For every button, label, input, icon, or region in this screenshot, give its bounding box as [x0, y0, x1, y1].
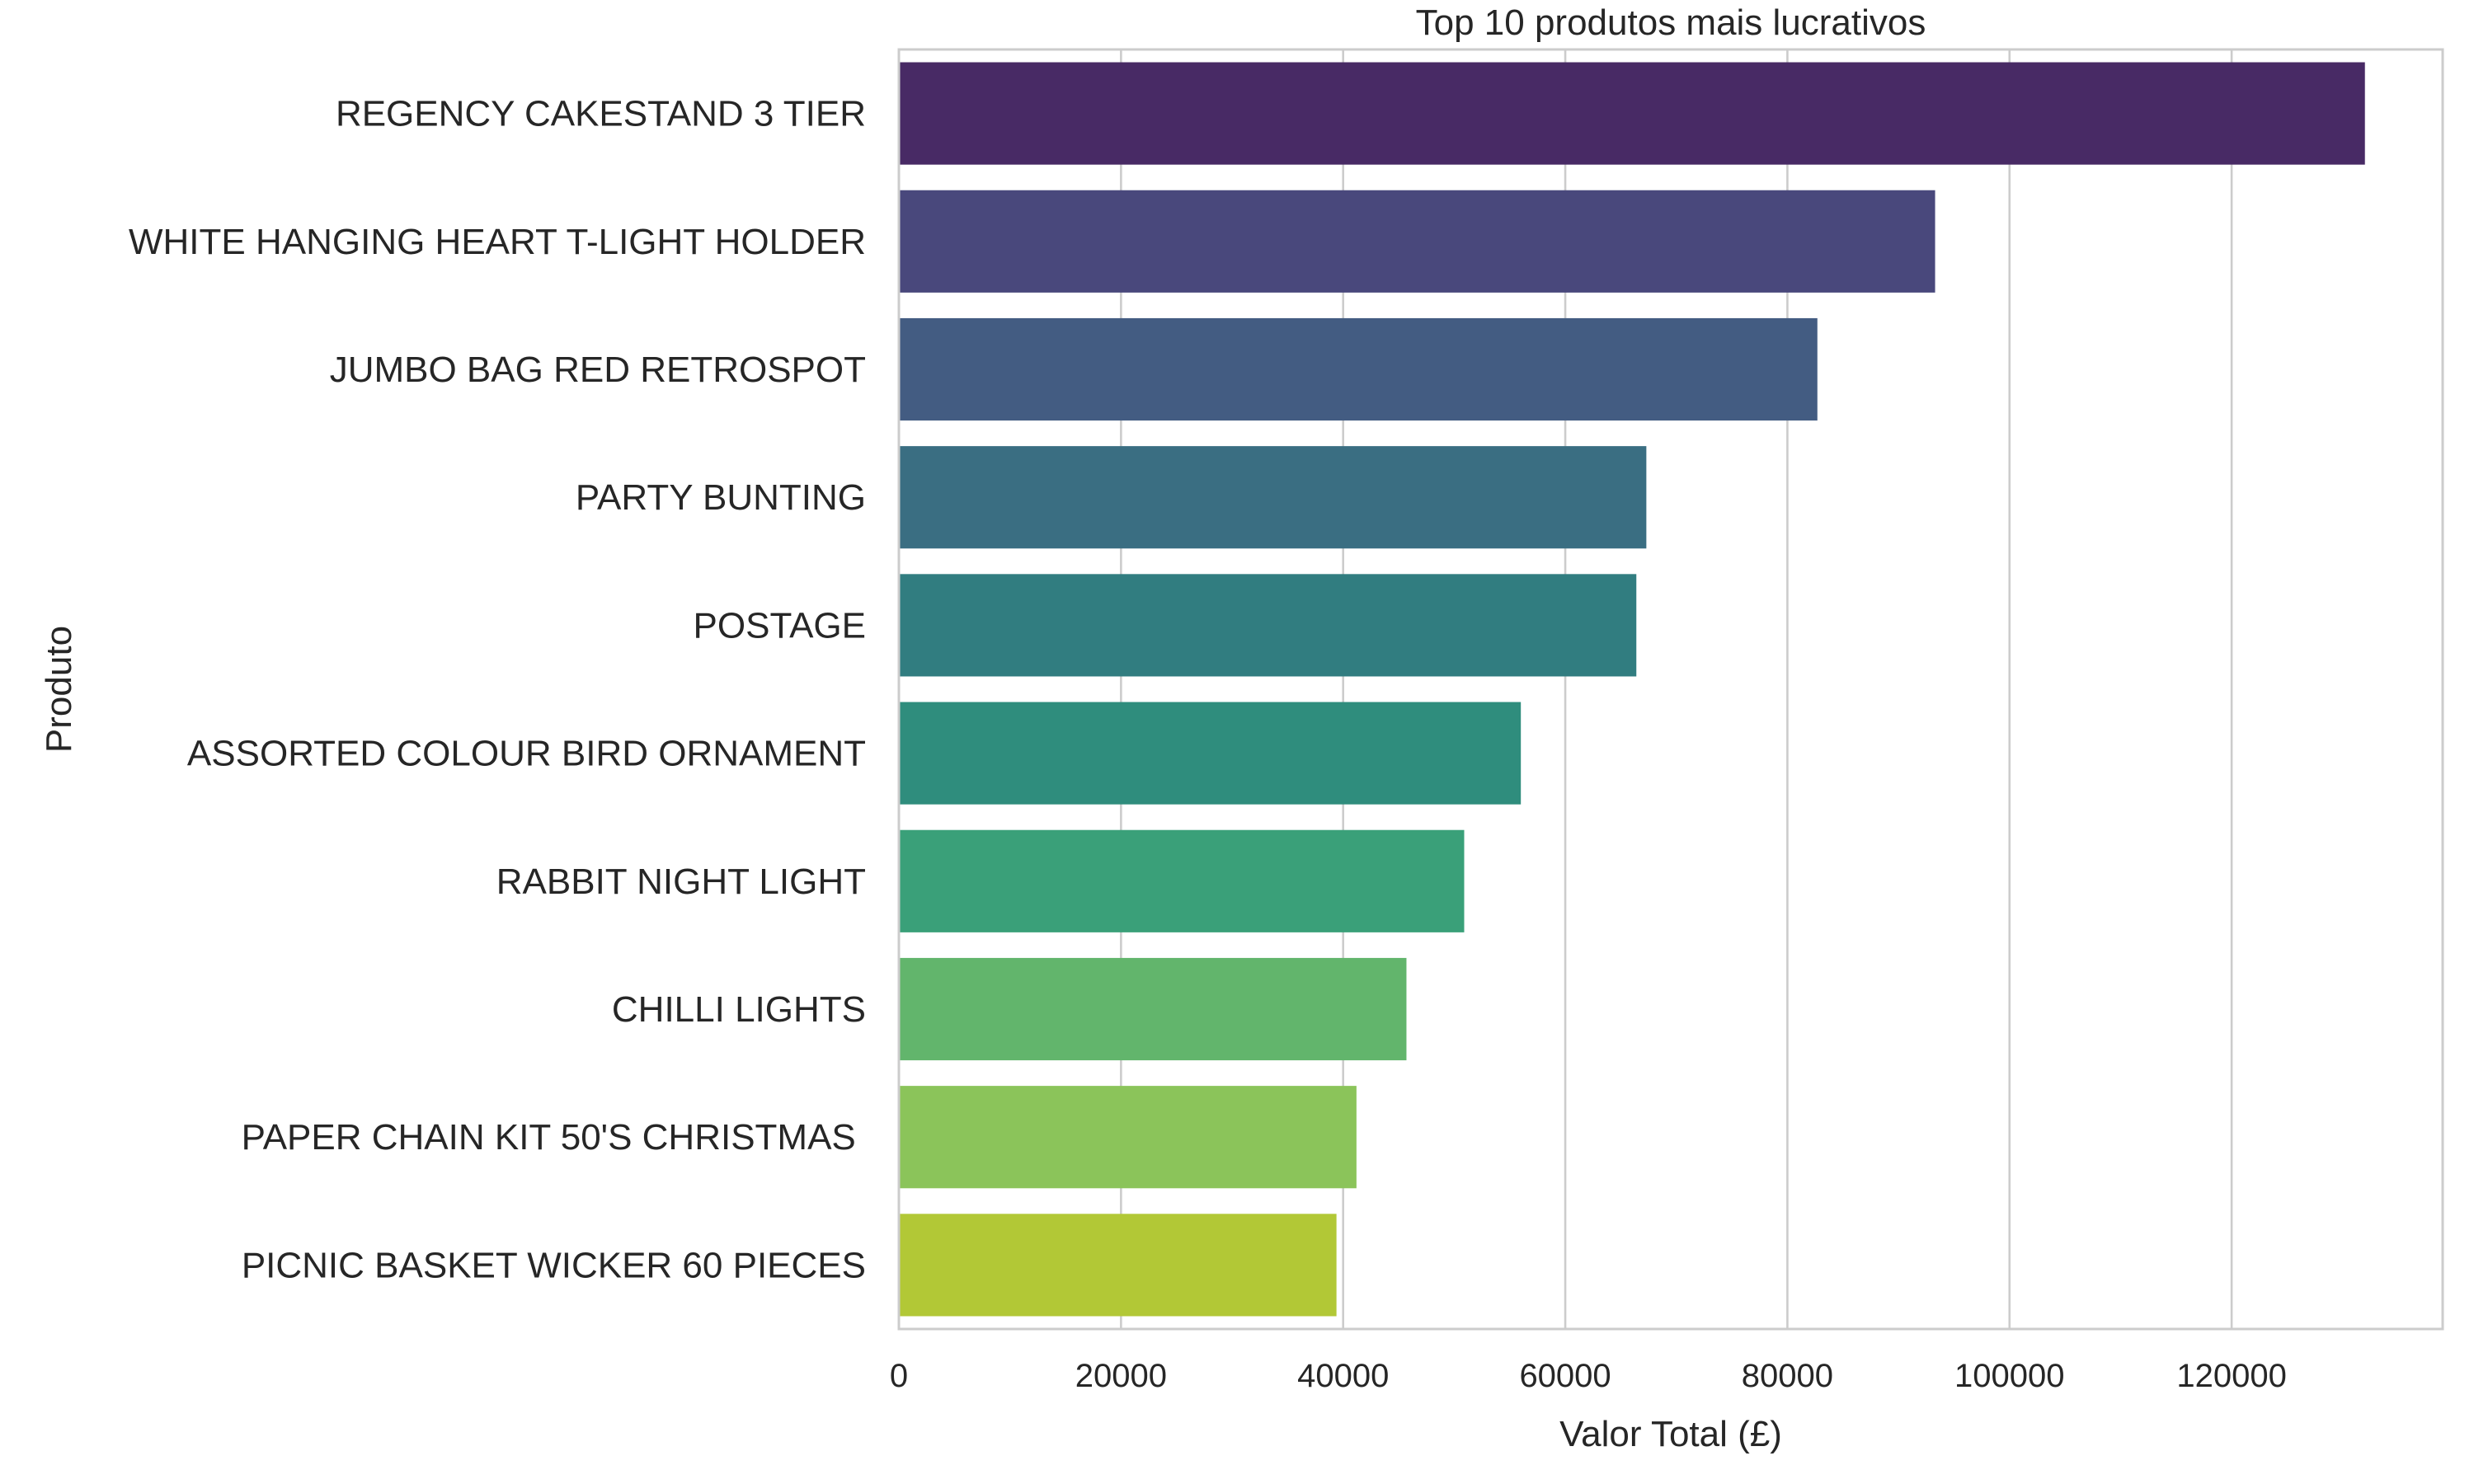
y-tick-label-3: JUMBO BAG RED RETROSPOT [330, 350, 866, 390]
x-tick-label-4: 80000 [1742, 1358, 1833, 1394]
x-tick-label-5: 100000 [1954, 1358, 2064, 1394]
y-tick-label-6: ASSORTED COLOUR BIRD ORNAMENT [187, 734, 866, 774]
y-tick-label-1: REGENCY CAKESTAND 3 TIER [336, 94, 866, 134]
bars [899, 62, 2365, 1317]
x-tick-label-2: 40000 [1297, 1358, 1389, 1394]
bar-5 [899, 574, 1637, 677]
bar-7 [899, 829, 1465, 932]
y-tick-label-4: PARTY BUNTING [576, 477, 866, 518]
bar-8 [899, 957, 1407, 1061]
bar-6 [899, 702, 1522, 805]
x-tick-label-6: 120000 [2176, 1358, 2286, 1394]
y-tick-label-10: PICNIC BASKET WICKER 60 PIECES [242, 1245, 866, 1285]
y-tick-labels: REGENCY CAKESTAND 3 TIER WHITE HANGING HE… [129, 94, 866, 1286]
y-tick-label-8: CHILLI LIGHTS [612, 989, 866, 1030]
x-tick-labels: 0 20000 40000 60000 80000 100000 120000 [890, 1358, 2287, 1394]
bar-9 [899, 1086, 1357, 1189]
x-tick-label-1: 20000 [1075, 1358, 1167, 1394]
bar-2 [899, 190, 1935, 293]
bar-1 [899, 62, 2365, 165]
x-tick-label-3: 60000 [1519, 1358, 1611, 1394]
bar-10 [899, 1214, 1337, 1317]
x-axis-label: Valor Total (£) [1559, 1414, 1782, 1454]
plot-frame [897, 48, 2444, 1331]
y-tick-label-5: POSTAGE [694, 605, 866, 646]
chart-title: Top 10 produtos mais lucrativos [1416, 2, 1926, 43]
y-tick-label-7: RABBIT NIGHT LIGHT [496, 862, 866, 902]
bar-3 [899, 317, 1818, 421]
y-tick-label-2: WHITE HANGING HEART T-LIGHT HOLDER [129, 222, 866, 262]
y-axis-label: Produto [39, 626, 79, 753]
bar-4 [899, 446, 1647, 549]
y-tick-label-9: PAPER CHAIN KIT 50'S CHRISTMAS [242, 1117, 866, 1158]
x-tick-label-0: 0 [890, 1358, 908, 1394]
